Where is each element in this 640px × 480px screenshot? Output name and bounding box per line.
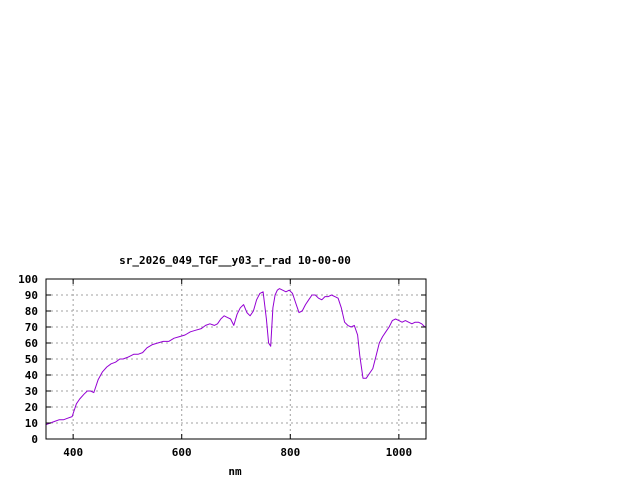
y-tick-label: 80 xyxy=(25,305,38,318)
x-tick-label: 400 xyxy=(63,446,83,459)
y-tick-label: 20 xyxy=(25,401,38,414)
x-tick-label: 600 xyxy=(172,446,192,459)
y-tick-label: 90 xyxy=(25,289,38,302)
x-axis-label: nm xyxy=(228,465,242,478)
x-tick-label: 800 xyxy=(280,446,300,459)
grid xyxy=(46,279,426,439)
y-tick-label: 30 xyxy=(25,385,38,398)
y-tick-label: 40 xyxy=(25,369,38,382)
y-tick-label: 10 xyxy=(25,417,38,430)
y-tick-label: 0 xyxy=(31,433,38,446)
plot-area xyxy=(45,288,426,426)
y-tick-label: 60 xyxy=(25,337,38,350)
x-tick-label: 1000 xyxy=(386,446,413,459)
axis-ticks: 0 10 20 30 40 50 60 70 80 90 100 400 600 800 1000 xyxy=(18,273,426,459)
chart-title: sr_2026_049_TGF__y03_r_rad 10-00-00 xyxy=(119,254,351,267)
y-tick-label: 100 xyxy=(18,273,38,286)
y-tick-label: 50 xyxy=(25,353,38,366)
series-line xyxy=(45,288,426,426)
y-tick-label: 70 xyxy=(25,321,38,334)
